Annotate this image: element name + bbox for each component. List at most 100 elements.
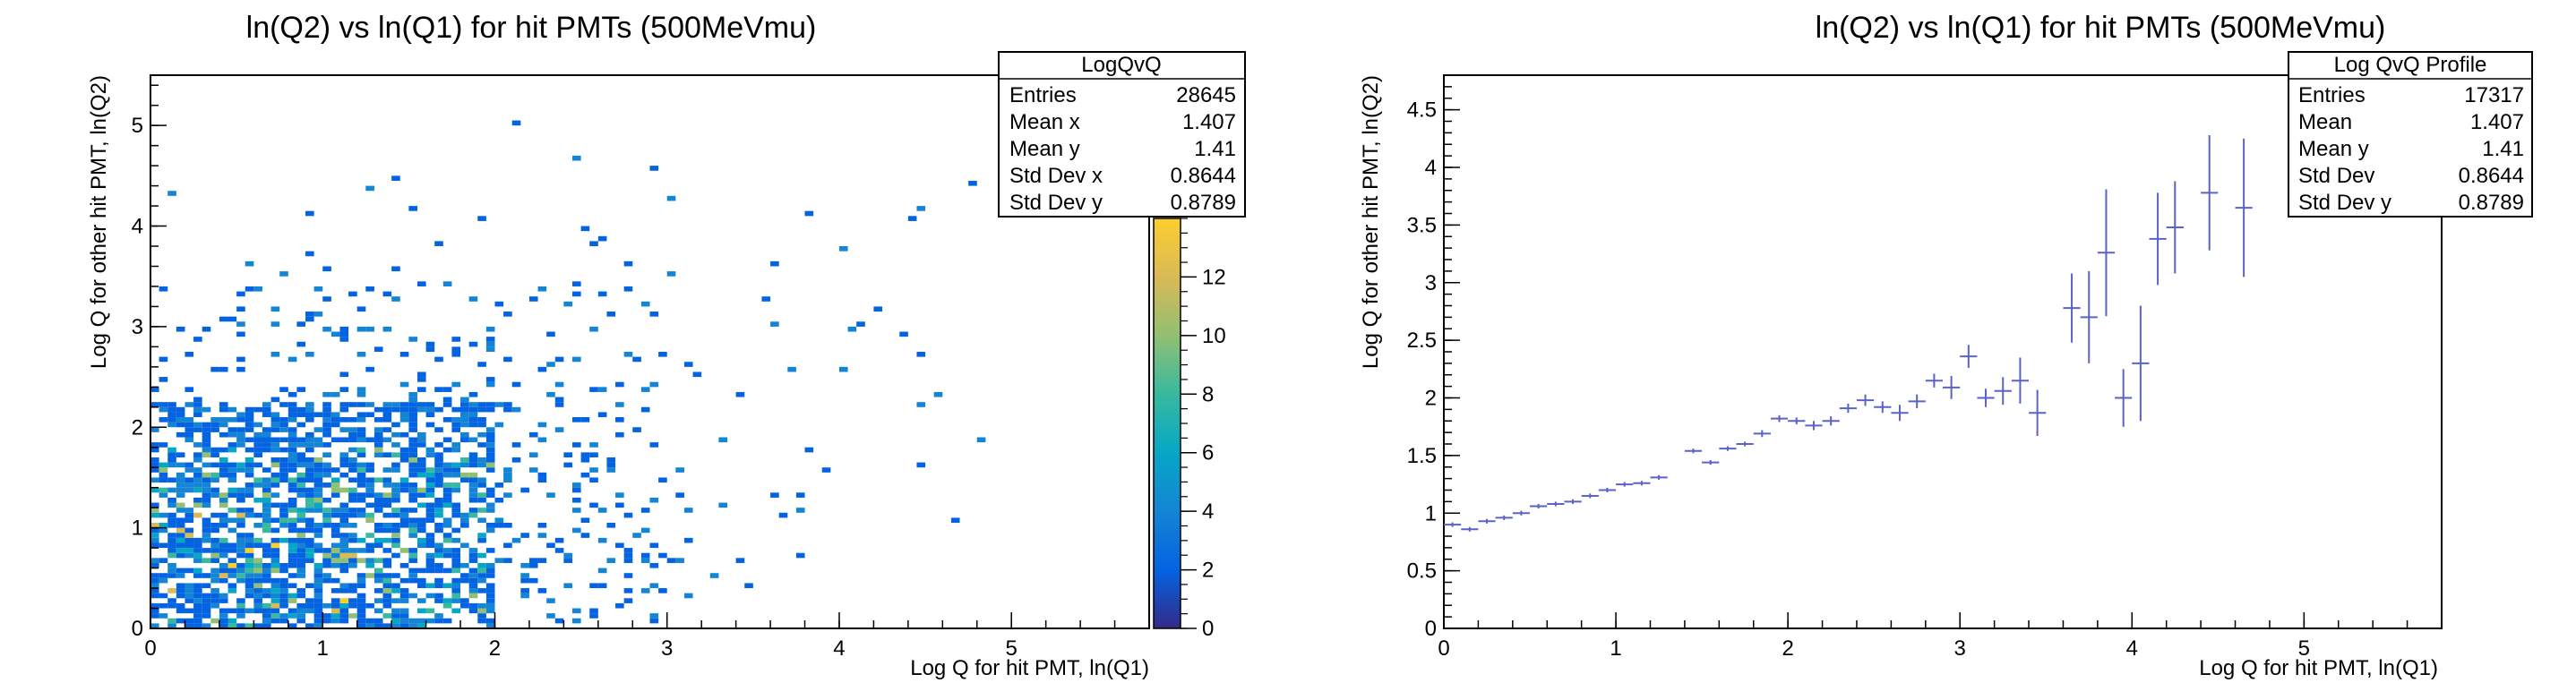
heatmap-cell [176, 548, 185, 553]
heatmap-cell [185, 431, 194, 438]
heatmap-cell [640, 558, 650, 563]
heatmap-cell [485, 442, 495, 448]
heatmap-cell [305, 472, 314, 478]
heatmap-cell [399, 381, 409, 388]
heatmap-cell [640, 527, 650, 534]
heatmap-cell [356, 593, 366, 599]
heatmap-cell [176, 608, 185, 614]
heatmap-cell [202, 427, 211, 432]
heatmap-cell [365, 542, 374, 549]
heatmap-cell [296, 492, 306, 498]
heatmap-cell [606, 523, 616, 528]
heatmap-cell [348, 508, 357, 513]
heatmap-cell [365, 487, 374, 493]
heatmap-cell [331, 588, 340, 593]
heatmap-cell [262, 527, 271, 534]
heatmap-cell [159, 286, 168, 292]
left-stats-title: LogQvQ [1081, 53, 1161, 77]
heatmap-cell [365, 366, 374, 372]
heatmap-cell [425, 487, 435, 493]
heatmap-cell [245, 512, 254, 518]
heatmap-cell [468, 457, 478, 463]
heatmap-cell [185, 487, 194, 493]
heatmap-cell [219, 497, 228, 503]
heatmap-cell [322, 467, 331, 473]
heatmap-cell [202, 598, 211, 603]
heatmap-cell [313, 542, 323, 549]
heatmap-cell [434, 562, 443, 568]
heatmap-cell [270, 537, 280, 543]
heatmap-cell [451, 467, 461, 473]
profile-point [1753, 430, 1771, 438]
heatmap-cell [245, 588, 254, 593]
heatmap-cell [167, 412, 176, 418]
heatmap-cell [245, 568, 254, 574]
right-y-tick-label: 4.5 [1407, 98, 1437, 123]
heatmap-cell [313, 502, 323, 508]
heatmap-cell [408, 573, 417, 578]
heatmap-cell [193, 402, 202, 407]
heatmap-cell [322, 523, 331, 528]
heatmap-cell [296, 593, 306, 599]
heatmap-cell [485, 402, 495, 407]
heatmap-cell [185, 437, 194, 443]
heatmap-cell [442, 602, 452, 609]
heatmap-cell [193, 598, 202, 603]
heatmap-cell [270, 598, 280, 603]
heatmap-cell [245, 593, 254, 599]
heatmap-cell [228, 508, 237, 513]
heatmap-cell [253, 286, 262, 292]
heatmap-cell [606, 467, 616, 473]
heatmap-cell [279, 467, 288, 473]
heatmap-cell [348, 533, 357, 538]
heatmap-cell [296, 508, 306, 513]
heatmap-cell [391, 467, 400, 473]
heatmap-cell [322, 462, 331, 468]
heatmap-cell [425, 533, 435, 538]
heatmap-cell [485, 602, 495, 609]
heatmap-cell [348, 537, 357, 543]
heatmap-cell [202, 502, 211, 508]
heatmap-cell [374, 492, 383, 498]
heatmap-cell [322, 562, 331, 568]
heatmap-cell [236, 623, 245, 628]
heatmap-cell [477, 417, 486, 423]
heatmap-cell [348, 467, 357, 473]
heatmap-cell [339, 406, 349, 413]
heatmap-cell [485, 326, 495, 332]
heatmap-cell [520, 593, 529, 599]
heatmap-cell [425, 477, 435, 483]
heatmap-cell [537, 422, 547, 428]
left-heatmap-cells [150, 120, 986, 628]
heatmap-cell [193, 512, 202, 518]
heatmap-cell [193, 542, 202, 549]
heatmap-cell [434, 548, 443, 553]
heatmap-cell [520, 562, 529, 568]
heatmap-cell [296, 512, 306, 518]
heatmap-cell [468, 593, 478, 599]
heatmap-cell [873, 306, 883, 312]
heatmap-cell [279, 472, 288, 478]
heatmap-cell [245, 482, 254, 488]
heatmap-cell [305, 402, 314, 407]
heatmap-cell [597, 508, 607, 513]
heatmap-cell [236, 568, 245, 574]
heatmap-cell [408, 406, 417, 413]
heatmap-cell [391, 296, 400, 302]
heatmap-cell [279, 502, 288, 508]
heatmap-cell [374, 623, 383, 628]
profile-point [2080, 270, 2098, 363]
heatmap-cell [451, 608, 461, 614]
heatmap-cell [374, 523, 383, 528]
heatmap-cell [416, 281, 426, 286]
heatmap-cell [176, 417, 185, 423]
heatmap-cell [331, 598, 340, 603]
heatmap-cell [503, 312, 512, 317]
heatmap-cell [640, 301, 650, 307]
heatmap-cell [425, 482, 435, 488]
heatmap-cell [270, 352, 280, 357]
heatmap-cell [236, 598, 245, 603]
heatmap-cell [416, 371, 426, 378]
heatmap-cell [322, 497, 331, 503]
heatmap-cell [382, 412, 392, 418]
